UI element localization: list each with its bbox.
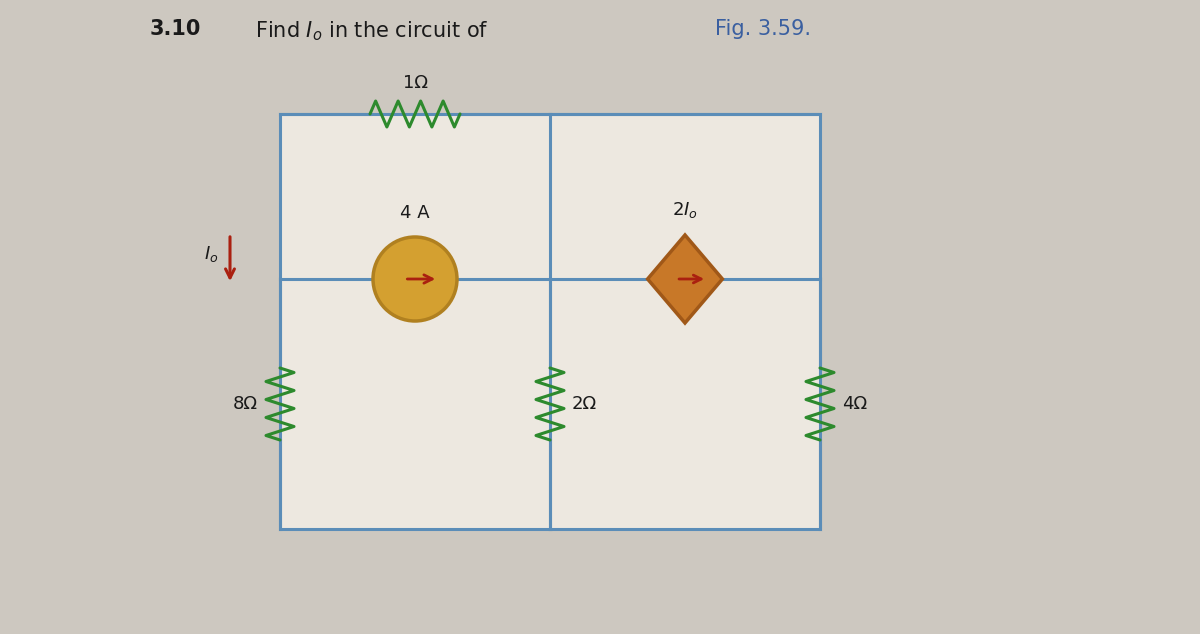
Text: 8Ω: 8Ω [233, 395, 258, 413]
Text: 4Ω: 4Ω [842, 395, 868, 413]
Text: $2I_o$: $2I_o$ [672, 200, 698, 220]
Text: 2Ω: 2Ω [572, 395, 598, 413]
Polygon shape [648, 235, 722, 323]
Circle shape [373, 237, 457, 321]
Text: 1Ω: 1Ω [402, 74, 427, 92]
Text: $I_o$: $I_o$ [204, 244, 218, 264]
Bar [280, 114, 820, 529]
Text: 4 A: 4 A [400, 204, 430, 222]
Text: Fig. 3.59.: Fig. 3.59. [715, 19, 811, 39]
Text: Find $I_o$ in the circuit of: Find $I_o$ in the circuit of [254, 19, 488, 42]
Text: 3.10: 3.10 [150, 19, 202, 39]
